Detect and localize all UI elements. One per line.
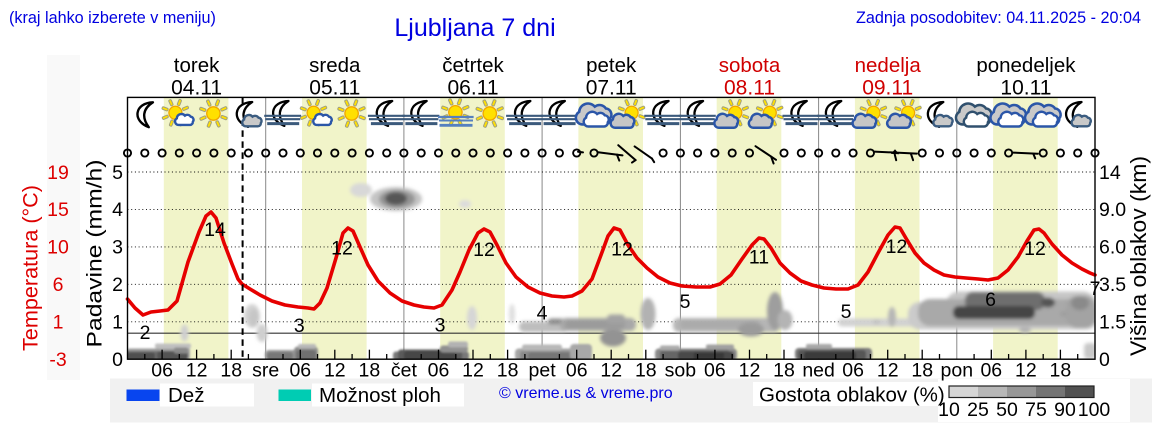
svg-text:4: 4 bbox=[112, 199, 123, 221]
svg-text:3: 3 bbox=[435, 315, 446, 337]
svg-text:© vreme.us & vreme.pro: © vreme.us & vreme.pro bbox=[499, 385, 673, 402]
svg-text:-3: -3 bbox=[49, 349, 66, 371]
svg-text:Zadnja posodobitev: 04.11.2025: Zadnja posodobitev: 04.11.2025 - 20:04 bbox=[856, 9, 1141, 27]
svg-text:1: 1 bbox=[53, 312, 64, 334]
svg-text:12: 12 bbox=[462, 360, 484, 382]
svg-text:čet: čet bbox=[391, 360, 418, 382]
svg-text:Ljubljana 7 dni: Ljubljana 7 dni bbox=[394, 14, 555, 42]
svg-text:ned: ned bbox=[802, 360, 835, 382]
svg-text:9.0: 9.0 bbox=[1099, 199, 1126, 221]
svg-text:4: 4 bbox=[537, 303, 548, 325]
svg-text:3.5: 3.5 bbox=[1099, 274, 1126, 296]
svg-text:07.11: 07.11 bbox=[586, 77, 637, 100]
svg-text:06: 06 bbox=[704, 360, 726, 382]
svg-text:12: 12 bbox=[331, 238, 353, 260]
svg-text:2: 2 bbox=[112, 274, 123, 296]
svg-text:11: 11 bbox=[749, 247, 769, 269]
svg-text:04.11: 04.11 bbox=[171, 77, 222, 100]
svg-text:90: 90 bbox=[1054, 399, 1076, 421]
svg-text:12: 12 bbox=[1024, 238, 1046, 260]
svg-text:12: 12 bbox=[886, 236, 908, 258]
svg-text:6: 6 bbox=[53, 274, 64, 296]
svg-text:3: 3 bbox=[294, 315, 305, 337]
svg-text:Gostota oblakov (%): Gostota oblakov (%) bbox=[759, 384, 945, 407]
svg-text:Možnost ploh: Možnost ploh bbox=[319, 384, 441, 407]
svg-text:5: 5 bbox=[112, 162, 123, 184]
svg-text:1.5: 1.5 bbox=[1099, 312, 1126, 334]
svg-text:12: 12 bbox=[473, 239, 495, 261]
svg-text:6: 6 bbox=[985, 289, 996, 311]
svg-text:pet: pet bbox=[529, 360, 557, 382]
svg-text:10: 10 bbox=[938, 399, 960, 421]
svg-text:sre: sre bbox=[252, 360, 279, 382]
svg-text:18: 18 bbox=[497, 360, 519, 382]
svg-text:1: 1 bbox=[112, 312, 123, 334]
svg-text:18: 18 bbox=[220, 360, 242, 382]
svg-text:25: 25 bbox=[967, 399, 989, 421]
svg-text:18: 18 bbox=[359, 360, 381, 382]
svg-text:5: 5 bbox=[841, 301, 852, 323]
svg-text:5: 5 bbox=[680, 291, 691, 313]
svg-text:Padavine (mm/h): Padavine (mm/h) bbox=[83, 160, 107, 348]
svg-text:100: 100 bbox=[1078, 399, 1111, 421]
svg-text:12: 12 bbox=[611, 239, 633, 261]
svg-text:četrtek: četrtek bbox=[442, 54, 504, 77]
svg-text:15: 15 bbox=[47, 199, 69, 221]
svg-text:08.11: 08.11 bbox=[724, 77, 775, 100]
svg-text:18: 18 bbox=[635, 360, 657, 382]
svg-text:10.11: 10.11 bbox=[1000, 77, 1051, 100]
svg-text:12: 12 bbox=[877, 360, 899, 382]
svg-text:sobota: sobota bbox=[719, 54, 781, 77]
svg-text:Temperatura (°C): Temperatura (°C) bbox=[20, 185, 43, 351]
svg-text:14: 14 bbox=[1099, 162, 1121, 184]
svg-text:(kraj lahko izberete v meniju): (kraj lahko izberete v meniju) bbox=[9, 9, 216, 27]
svg-text:50: 50 bbox=[996, 399, 1018, 421]
svg-text:12: 12 bbox=[739, 360, 761, 382]
svg-text:nedelja: nedelja bbox=[855, 54, 922, 77]
svg-text:06: 06 bbox=[428, 360, 450, 382]
svg-text:06: 06 bbox=[151, 360, 173, 382]
svg-text:sreda: sreda bbox=[309, 54, 361, 77]
svg-text:19: 19 bbox=[47, 162, 69, 184]
svg-text:0: 0 bbox=[1099, 349, 1110, 371]
svg-text:12: 12 bbox=[1015, 360, 1037, 382]
svg-text:12: 12 bbox=[324, 360, 346, 382]
svg-text:12: 12 bbox=[600, 360, 622, 382]
svg-text:06: 06 bbox=[566, 360, 588, 382]
svg-text:06: 06 bbox=[289, 360, 311, 382]
svg-text:10: 10 bbox=[47, 237, 69, 259]
svg-text:Dež: Dež bbox=[168, 384, 204, 407]
svg-text:18: 18 bbox=[1050, 360, 1072, 382]
svg-text:sob: sob bbox=[665, 360, 697, 382]
svg-text:2: 2 bbox=[140, 322, 151, 344]
svg-text:pon: pon bbox=[941, 360, 974, 382]
svg-text:18: 18 bbox=[773, 360, 795, 382]
svg-text:06: 06 bbox=[980, 360, 1002, 382]
svg-text:05.11: 05.11 bbox=[309, 77, 360, 100]
svg-text:3: 3 bbox=[112, 237, 123, 259]
svg-text:6.0: 6.0 bbox=[1099, 237, 1126, 259]
svg-text:0: 0 bbox=[112, 349, 123, 371]
svg-text:Višina oblakov (km): Višina oblakov (km) bbox=[1126, 156, 1151, 356]
svg-text:petek: petek bbox=[586, 54, 637, 77]
svg-text:09.11: 09.11 bbox=[862, 77, 913, 100]
svg-text:75: 75 bbox=[1025, 399, 1047, 421]
svg-text:06: 06 bbox=[842, 360, 864, 382]
svg-text:torek: torek bbox=[174, 54, 220, 77]
svg-text:06.11: 06.11 bbox=[448, 77, 499, 100]
svg-text:14: 14 bbox=[204, 219, 226, 241]
svg-text:12: 12 bbox=[186, 360, 208, 382]
svg-text:18: 18 bbox=[911, 360, 933, 382]
svg-text:ponedeljek: ponedeljek bbox=[976, 54, 1076, 77]
